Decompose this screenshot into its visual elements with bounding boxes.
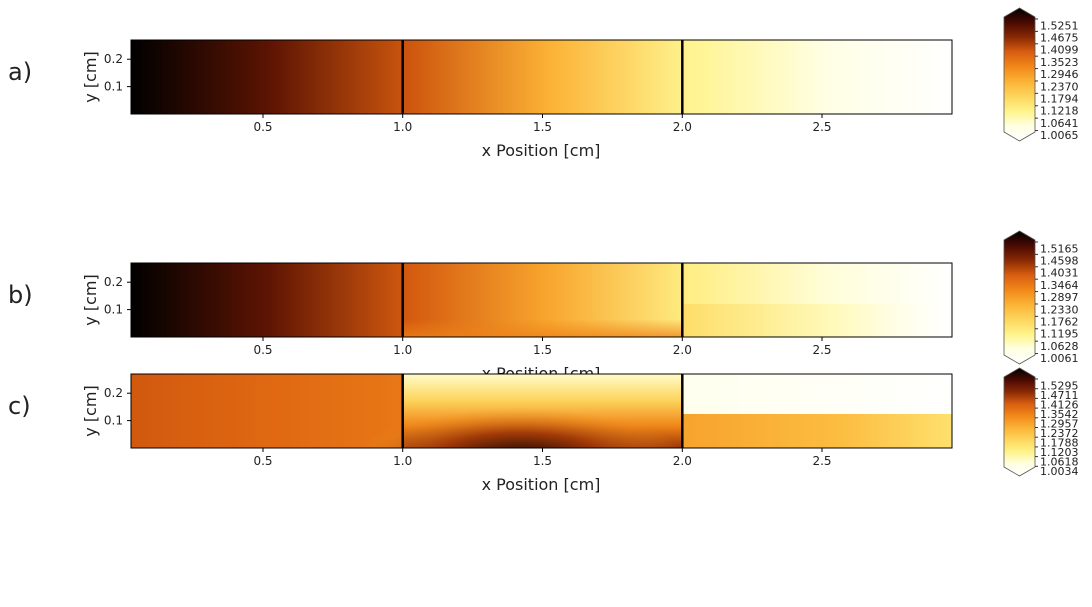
colorbar-tick-label: 1.2946: [1040, 68, 1079, 81]
x-tick-label: 2.5: [812, 343, 831, 357]
colorbar-bar-a: [1003, 7, 1036, 142]
colorbar-tick-label: 1.2372: [1040, 427, 1079, 440]
colorbar-tick-label: 1.3542: [1040, 408, 1079, 421]
colorbar-tick-label: 1.0065: [1040, 129, 1079, 142]
colorbar-tick-label: 1.2330: [1040, 303, 1079, 316]
panel-c: c) 0.5 1.0 1.5 2.0 2.5 0.1 0.2 x Positio…: [8, 367, 1079, 494]
colorbar-tick-label: 1.0061: [1040, 352, 1079, 365]
x-tick-label: 2.5: [812, 454, 831, 468]
colorbar-tick-label: 1.1218: [1040, 105, 1079, 118]
colorbar-tick-label: 1.0628: [1040, 340, 1079, 353]
y-axis-label: y [cm]: [81, 51, 100, 102]
colorbar-tick-label: 1.5165: [1040, 242, 1079, 255]
colorbar-tick-label: 1.4126: [1040, 398, 1079, 411]
x-tick-label: 2.5: [812, 120, 831, 134]
colorbar-tick-label: 1.1195: [1040, 328, 1079, 341]
x-tick-label: 1.5: [533, 343, 552, 357]
heatmap-field-c-right-top: [682, 374, 952, 414]
panel-label-b: b): [8, 281, 33, 309]
y-tick-label: 0.2: [104, 386, 123, 400]
x-tick-label: 1.0: [393, 120, 412, 134]
colorbar-tick-label: 1.4031: [1040, 267, 1079, 280]
panel-label-a: a): [8, 58, 32, 86]
heatmap-field-c-left: [131, 374, 403, 448]
heatmap-feature-c-dark-region: [358, 408, 682, 448]
colorbar-tick-label: 1.2957: [1040, 417, 1079, 430]
colorbar-tick-label: 1.5295: [1040, 379, 1079, 392]
x-tick-label: 1.5: [533, 120, 552, 134]
colorbar-tick-label: 1.3464: [1040, 279, 1079, 292]
colorbar-tick-label: 1.1203: [1040, 446, 1079, 459]
x-tick-label: 0.5: [253, 120, 272, 134]
colorbar-tick-label: 1.5251: [1040, 19, 1079, 32]
y-tick-label: 0.1: [104, 414, 123, 428]
plot-frame-b: [130, 262, 953, 338]
x-axis-label: x Position [cm]: [482, 475, 601, 494]
colorbar-tick-label: 1.1794: [1040, 93, 1079, 106]
colorbar-tick-label: 1.4598: [1040, 255, 1079, 268]
x-tick-label: 0.5: [253, 343, 272, 357]
colorbar-tick-label: 1.1788: [1040, 436, 1079, 449]
colorbar-b: 1.5165 1.4598 1.4031 1.3464 1.2897 1.233…: [1003, 230, 1079, 365]
x-tick-label: 0.5: [253, 454, 272, 468]
colorbar-tick-label: 1.2897: [1040, 291, 1079, 304]
colorbar-bar-c: [1003, 367, 1036, 477]
plot-frame-a: [130, 39, 953, 115]
y-tick-label: 0.1: [104, 80, 123, 94]
colorbar-tick-label: 1.2370: [1040, 80, 1079, 93]
colorbar-tick-label: 1.0641: [1040, 117, 1079, 130]
y-axis-label: y [cm]: [81, 274, 100, 325]
x-tick-label: 2.0: [673, 343, 692, 357]
colorbar-a: 1.5251 1.4675 1.4099 1.3523 1.2946 1.237…: [1003, 7, 1079, 142]
y-axis-label: y [cm]: [81, 385, 100, 436]
colorbar-c: 1.5295 1.4711 1.4126 1.3542 1.2957 1.237…: [1003, 367, 1079, 478]
colorbar-tick-label: 1.4711: [1040, 389, 1079, 402]
heatmap-feature-b-band: [682, 304, 948, 337]
colorbar-tick-label: 1.0034: [1040, 465, 1079, 478]
heatmap-field-c-right-bottom: [682, 414, 952, 448]
x-tick-label: 2.0: [673, 120, 692, 134]
colorbar-tick-label: 1.1762: [1040, 316, 1079, 329]
x-axis-label: x Position [cm]: [482, 141, 601, 160]
colorbar-tick-label: 1.3523: [1040, 56, 1079, 69]
x-tick-label: 1.0: [393, 343, 412, 357]
panel-label-c: c): [8, 392, 31, 420]
y-tick-label: 0.1: [104, 303, 123, 317]
y-tick-label: 0.2: [104, 275, 123, 289]
colorbar-bar-b: [1003, 230, 1036, 365]
heatmap-field-a: [131, 40, 952, 114]
plot-frame-c: [130, 373, 953, 449]
x-tick-label: 1.5: [533, 454, 552, 468]
colorbar-tick-label: 1.0618: [1040, 455, 1079, 468]
colorbar-tick-label: 1.4675: [1040, 32, 1079, 45]
panel-b: b) 0.5 1.0 1.5 2.0 2.5 0.1 0.2 x Positio…: [8, 230, 1079, 383]
colorbar-tick-label: 1.4099: [1040, 44, 1079, 57]
x-tick-label: 2.0: [673, 454, 692, 468]
y-tick-label: 0.2: [104, 52, 123, 66]
x-tick-label: 1.0: [393, 454, 412, 468]
heatmap-feature-b-bottom: [402, 319, 683, 337]
panel-a: a) 0.5 1.0 1.5 2.0 2.5 0.1 0.2 x Positio…: [8, 7, 1079, 160]
